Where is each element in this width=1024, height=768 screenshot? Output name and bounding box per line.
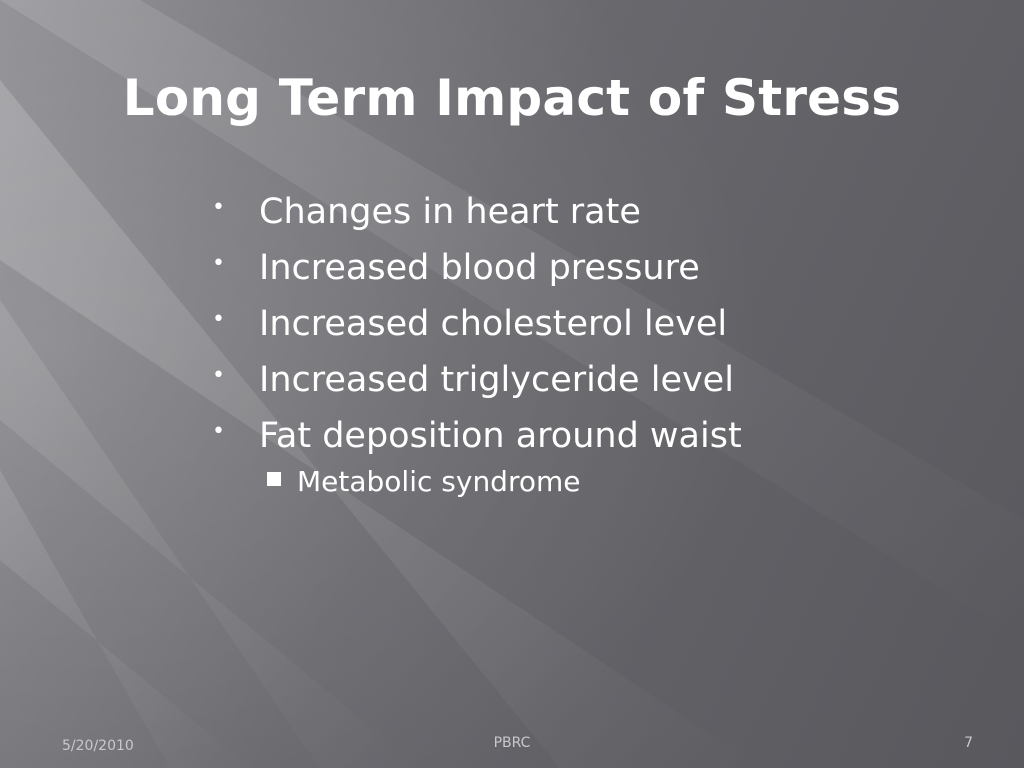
bullet-dot-icon: • [212, 307, 225, 332]
bullet-text: Increased cholesterol level [259, 304, 728, 344]
bullet-text: Changes in heart rate [259, 192, 641, 232]
bullet-item: • Fat deposition around waist [210, 410, 990, 466]
bullet-dot-icon: • [212, 251, 225, 276]
bullet-item: • Increased cholesterol level [210, 298, 990, 354]
bullet-item: • Increased blood pressure [210, 242, 990, 298]
sub-bullet-text: Metabolic syndrome [297, 465, 581, 498]
bullet-text: Fat deposition around waist [259, 416, 742, 456]
square-bullet-icon [267, 472, 281, 486]
bullet-text: Increased blood pressure [259, 248, 700, 288]
bullet-dot-icon: • [212, 419, 225, 444]
bullet-item: • Changes in heart rate [210, 186, 990, 242]
footer-date: 5/20/2010 [62, 738, 134, 754]
bullet-text: Increased triglyceride level [259, 360, 734, 400]
bullet-item: • Increased triglyceride level [210, 354, 990, 410]
bullet-dot-icon: • [212, 195, 225, 220]
sub-bullet-item: Metabolic syndrome [210, 462, 990, 502]
slide-number: 7 [964, 735, 973, 751]
footer-organization: PBRC [493, 735, 531, 751]
bullet-dot-icon: • [212, 363, 225, 388]
bullet-list: • Changes in heart rate • Increased bloo… [210, 186, 990, 502]
slide-title: Long Term Impact of Stress [122, 69, 902, 127]
